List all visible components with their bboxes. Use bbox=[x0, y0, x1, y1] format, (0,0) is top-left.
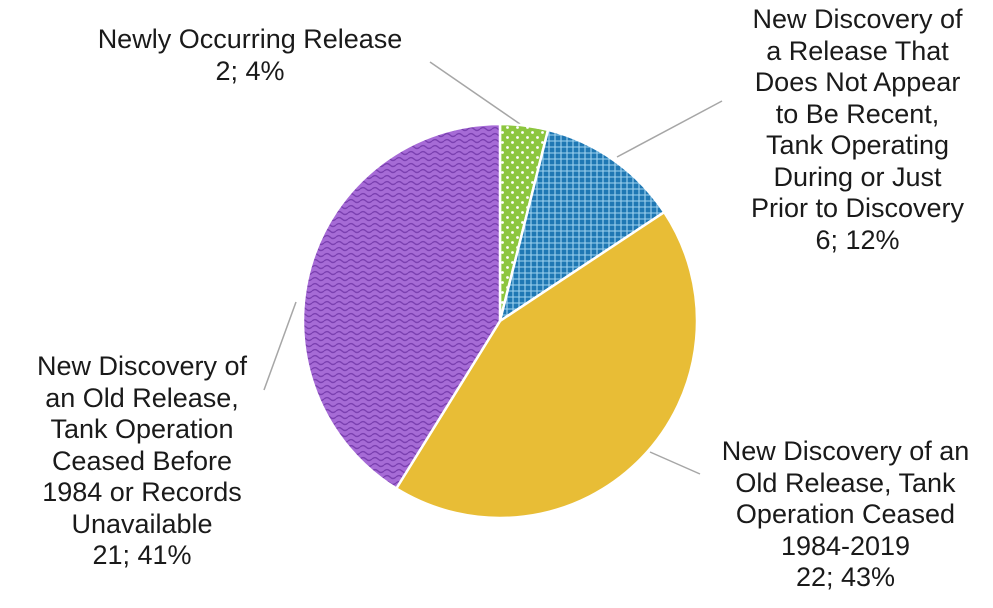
slice-label-line: to Be Recent, bbox=[775, 98, 940, 129]
leader-line bbox=[616, 100, 723, 158]
slice-label-line: New Discovery of bbox=[36, 351, 248, 381]
slice-label-line: Unavailable bbox=[71, 508, 213, 539]
leader-lines bbox=[263, 61, 723, 475]
leader-line bbox=[649, 451, 701, 475]
pie-slice bbox=[498, 128, 666, 323]
leader-line bbox=[429, 61, 521, 125]
slice-label-line: 6; 12% bbox=[815, 224, 900, 255]
slice-label-line: 21; 41% bbox=[92, 540, 192, 570]
slice-label-line: 1984 or Records bbox=[42, 477, 242, 507]
leader-line bbox=[263, 301, 297, 391]
pie-slice bbox=[395, 210, 699, 520]
slice-label-line: Old Release, Tank bbox=[735, 467, 956, 498]
slice-label-line: Does Not Appear bbox=[754, 67, 961, 97]
slice-label-line: Ceased Before bbox=[51, 445, 233, 476]
slice-label: New Discovery of an Old Release, Tank Oper… bbox=[6, 351, 278, 572]
slice-label-line: Operation Ceased bbox=[735, 499, 956, 529]
slice-label-line: an Old Release, bbox=[45, 382, 239, 413]
slice-label: Newly Occurring Release 2; 4% bbox=[60, 24, 440, 87]
slice-label-line: Newly Occurring Release bbox=[97, 24, 403, 54]
slice-label-line: 1984-2019 bbox=[780, 530, 911, 561]
slice-label-line: a Release That bbox=[766, 35, 949, 66]
slice-label-line: Prior to Discovery bbox=[750, 193, 965, 223]
pie-slices bbox=[301, 122, 699, 520]
slice-label: New Discovery of an Old Release, Tank Oper… bbox=[698, 436, 993, 594]
slice-label-line: 2; 4% bbox=[215, 55, 285, 86]
slice-label-line: 22; 43% bbox=[795, 562, 896, 592]
slice-label-line: During or Just bbox=[773, 161, 942, 192]
slice-label-line: Tank Operation bbox=[50, 414, 234, 444]
slice-label: New Discovery of a Release That Does Not A… bbox=[720, 4, 993, 256]
slice-label-line: New Discovery of bbox=[752, 4, 963, 34]
pie-slice bbox=[301, 122, 502, 490]
slice-label-line: Tank Operating bbox=[765, 130, 950, 160]
slice-label-line: New Discovery of an bbox=[721, 436, 970, 466]
